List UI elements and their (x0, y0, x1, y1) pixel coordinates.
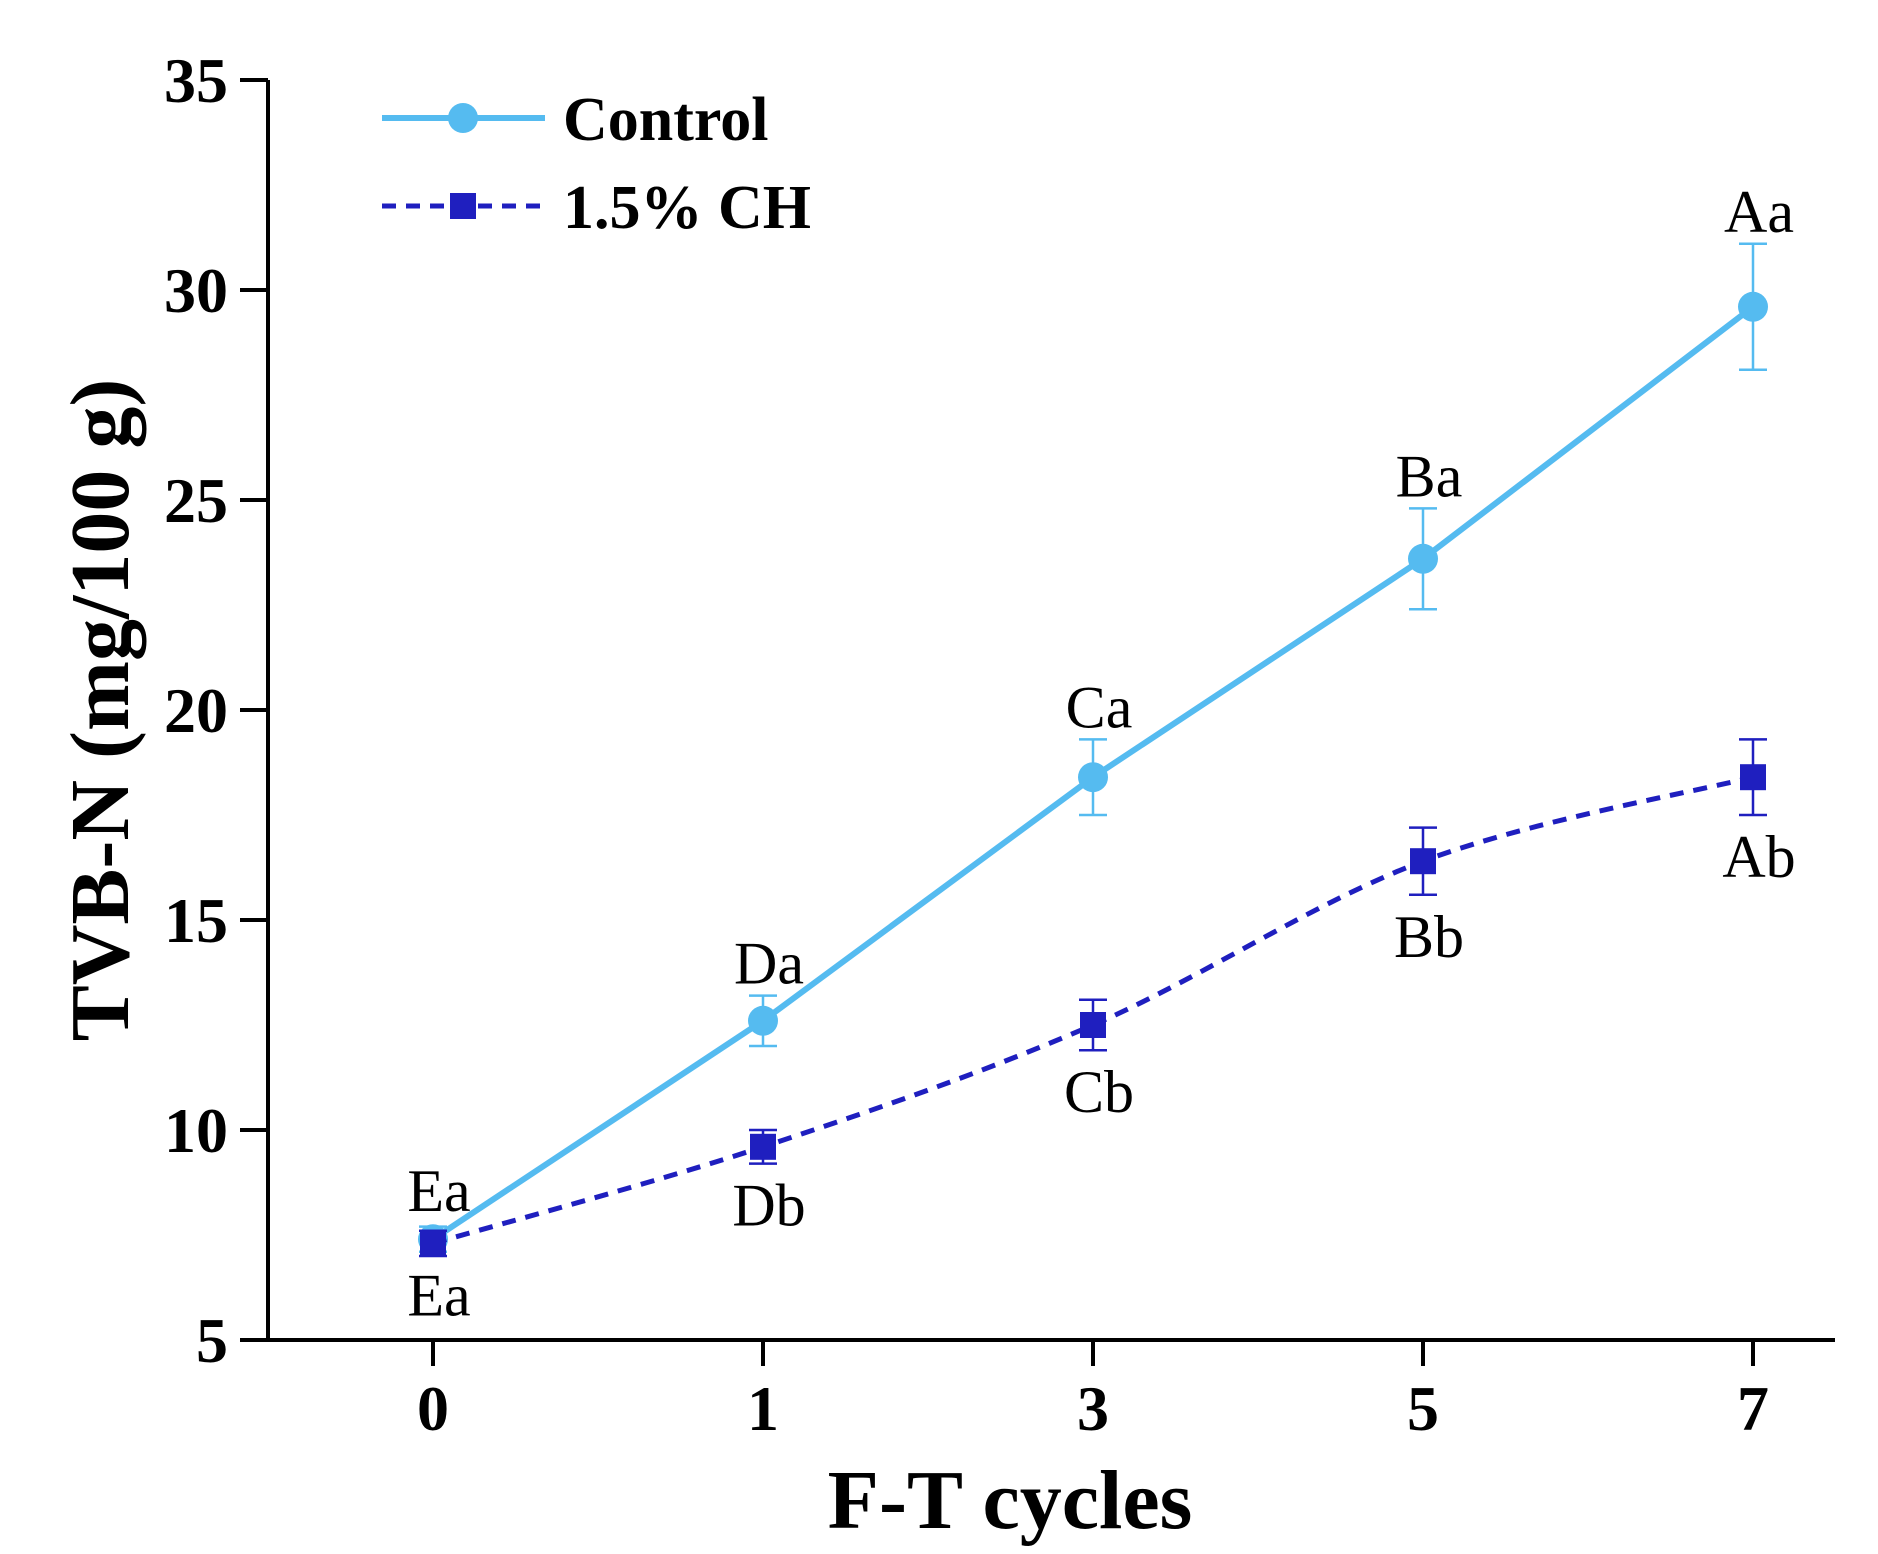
series-layer (418, 242, 1768, 1258)
x-tick-label: 1 (747, 1373, 779, 1444)
y-tick-label: 5 (196, 1305, 228, 1376)
data-point (748, 1005, 778, 1036)
significance-label: Ea (407, 1158, 470, 1224)
y-tick-label: 10 (164, 1095, 228, 1166)
significance-label: Bb (1394, 904, 1464, 970)
y-tick-label: 25 (164, 465, 228, 536)
series-line (432, 774, 1754, 1246)
series-1 (419, 738, 1767, 1258)
significance-label: Ab (1722, 824, 1795, 890)
data-point (750, 1133, 776, 1160)
data-point (1738, 291, 1768, 322)
data-point (1078, 762, 1108, 793)
x-axis-title: F-T cycles (828, 1454, 1193, 1547)
x-tick-label: 5 (1407, 1373, 1439, 1444)
significance-label: Ea (407, 1262, 470, 1328)
significance-label: Da (734, 931, 804, 997)
legend-marker (450, 193, 476, 219)
data-point (1410, 848, 1436, 875)
y-tick-label: 35 (164, 45, 228, 116)
legend: Control 1.5% CH (382, 86, 811, 242)
x-tick-label: 0 (417, 1373, 449, 1444)
y-tick-label: 20 (164, 675, 228, 746)
significance-label: Ca (1066, 674, 1133, 740)
significance-label: Db (732, 1173, 805, 1239)
significance-labels: Ea Da Ca Ba Aa Ea Db Cb Bb Ab (407, 179, 1795, 1329)
x-tick-label: 3 (1077, 1373, 1109, 1444)
y-tick-label: 30 (164, 255, 228, 326)
legend-marker (448, 103, 478, 133)
data-point (1740, 764, 1766, 791)
y-tick-label: 15 (164, 885, 228, 956)
significance-label: Aa (1724, 179, 1794, 245)
legend-label: 1.5% CH (563, 174, 811, 242)
y-axis-title: TVB-N (mg/100 g) (54, 379, 147, 1042)
data-point (1080, 1012, 1106, 1038)
x-tick-label: 7 (1737, 1373, 1769, 1444)
data-point (420, 1230, 446, 1257)
data-point (1408, 543, 1438, 574)
significance-label: Ba (1396, 443, 1463, 509)
legend-label: Control (563, 86, 769, 154)
significance-label: Cb (1064, 1059, 1134, 1125)
